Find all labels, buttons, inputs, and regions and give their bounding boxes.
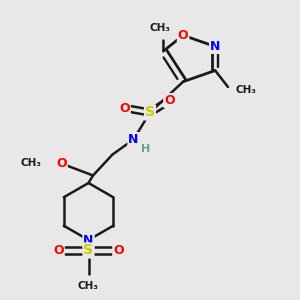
Text: O: O (56, 157, 67, 170)
Text: N: N (128, 133, 139, 146)
Text: N: N (210, 40, 220, 53)
Text: O: O (164, 94, 175, 107)
Text: O: O (53, 244, 64, 257)
Text: methoxy: methoxy (51, 156, 57, 158)
Text: CH₃: CH₃ (21, 158, 42, 169)
Text: O: O (113, 244, 124, 257)
Text: N: N (83, 233, 94, 247)
Text: CH₃: CH₃ (78, 281, 99, 291)
Text: S: S (83, 244, 94, 257)
Text: CH₃: CH₃ (236, 85, 256, 95)
Text: CH₃: CH₃ (150, 23, 171, 33)
Text: O: O (178, 29, 188, 42)
Text: O: O (119, 101, 130, 115)
Text: H: H (141, 143, 150, 154)
Text: S: S (145, 106, 155, 119)
